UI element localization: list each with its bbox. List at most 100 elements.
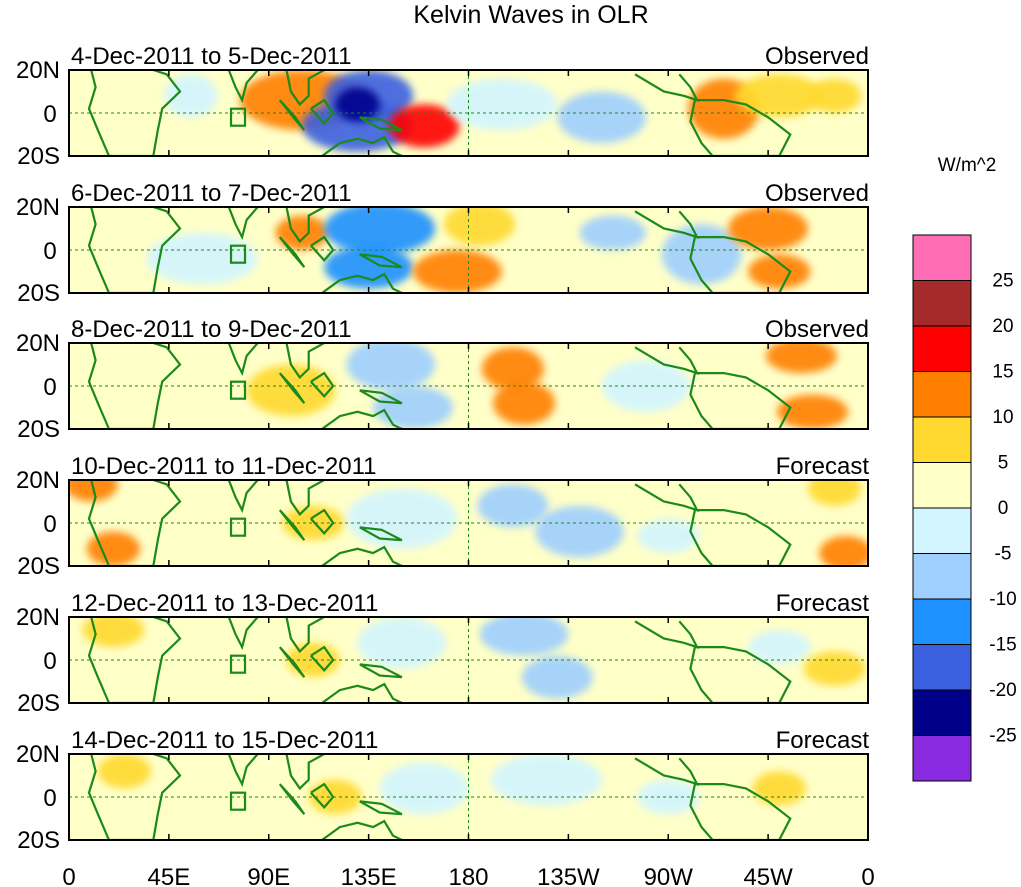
- anomaly-blob: [346, 488, 458, 549]
- new-guinea-coast: [359, 663, 403, 679]
- panel-period-label: 12-Dec-2011 to 13-Dec-2011: [71, 590, 378, 617]
- y-tick-label: 0: [43, 511, 56, 538]
- anomaly-blob: [477, 484, 549, 528]
- anomaly-blob: [479, 617, 569, 656]
- colorbar-level-label: 0: [998, 498, 1009, 519]
- x-tick-label: 45E: [148, 864, 191, 887]
- sumatra-coast: [278, 646, 306, 678]
- x-tick-label: 0: [861, 864, 874, 887]
- colorbar-swatch: [912, 644, 972, 691]
- panel-status-label: Forecast: [776, 727, 870, 754]
- colorbar-level-label: -20: [989, 680, 1016, 701]
- south-america-coast: [689, 509, 792, 566]
- new-guinea-coast: [359, 116, 403, 132]
- southeast-asia-coast: [285, 70, 325, 107]
- panel-status-label: Observed: [765, 316, 869, 343]
- south-america-coast: [689, 99, 792, 156]
- x-tick-label: 180: [448, 864, 488, 887]
- colorbar-swatch: [912, 371, 972, 418]
- y-tick-label: 20N: [16, 604, 60, 631]
- colorbar-swatch: [912, 325, 972, 372]
- anomaly-blob: [637, 779, 700, 815]
- panel-period-label: 8-Dec-2011 to 9-Dec-2011: [71, 316, 352, 343]
- anomaly-blob: [765, 343, 837, 374]
- new-guinea-coast: [359, 389, 403, 405]
- colorbar-swatch: [912, 598, 972, 645]
- australia-coast: [321, 135, 403, 156]
- y-tick-label: 0: [43, 374, 56, 401]
- anomaly-blob: [146, 232, 258, 285]
- australia-coast: [321, 819, 403, 840]
- colorbar-level-label: 25: [992, 271, 1013, 292]
- region-box: [229, 380, 247, 400]
- anomaly-blob: [335, 87, 380, 122]
- anomaly-blob: [446, 78, 558, 131]
- anomaly-blob: [661, 224, 742, 285]
- sumatra-coast: [278, 236, 306, 268]
- region-box: [229, 244, 247, 264]
- new-guinea-coast: [359, 800, 403, 816]
- map-panel: 10-Dec-2011 to 11-Dec-2011 Forecast 20N 0 20…: [16, 453, 870, 580]
- anomaly-blob: [734, 74, 824, 118]
- panel-period-label: 6-Dec-2011 to 7-Dec-2011: [71, 180, 352, 207]
- colorbar-swatch: [912, 735, 972, 782]
- y-tick-label: 20S: [17, 280, 60, 307]
- anomaly-blob: [521, 655, 593, 699]
- new-guinea-coast: [359, 526, 403, 542]
- southeast-asia-coast: [285, 754, 325, 791]
- anomaly-blob: [637, 518, 700, 554]
- panel-status-label: Forecast: [776, 590, 870, 617]
- central-america-coast: [634, 346, 700, 375]
- panel-period-label: 4-Dec-2011 to 5-Dec-2011: [71, 43, 352, 70]
- anomaly-blob: [481, 347, 544, 391]
- x-tick-label: 45W: [743, 864, 793, 887]
- y-tick-label: 20N: [16, 57, 60, 84]
- x-tick-label: 90E: [247, 864, 290, 887]
- colorbar-level-label: 20: [992, 316, 1013, 337]
- central-america-coast: [634, 757, 700, 786]
- africa-coast: [87, 480, 182, 566]
- southeast-asia-coast: [285, 480, 325, 517]
- colorbar-swatch: [912, 689, 972, 736]
- anomaly-blob: [97, 754, 152, 789]
- africa-coast: [87, 207, 182, 293]
- anomaly-blob: [579, 215, 647, 250]
- chart-title: Kelvin Waves in OLR: [413, 1, 648, 29]
- colorbar-level-label: 5: [998, 453, 1009, 474]
- colorbar-swatch: [912, 553, 972, 600]
- india-coast: [227, 343, 259, 377]
- y-tick-label: 20N: [16, 330, 60, 357]
- central-america-coast: [634, 210, 700, 239]
- anomaly-blob: [86, 531, 141, 566]
- india-coast: [227, 70, 259, 104]
- south-america-coast: [689, 372, 792, 429]
- anomaly-blob: [379, 762, 469, 815]
- africa-coast: [87, 617, 182, 703]
- central-america-coast: [634, 73, 700, 102]
- australia-coast: [321, 545, 403, 566]
- y-tick-label: 20S: [17, 827, 60, 854]
- colorbar-level-label: 15: [992, 362, 1013, 383]
- y-tick-label: 20N: [16, 467, 60, 494]
- map-panel: 14-Dec-2011 to 15-Dec-2011 Forecast 20N 0 20…: [16, 727, 869, 854]
- sumatra-coast: [278, 372, 306, 404]
- panel-status-label: Forecast: [776, 453, 870, 480]
- africa-coast: [87, 343, 182, 429]
- y-tick-label: 20S: [17, 416, 60, 443]
- panels-group: 4-Dec-2011 to 5-Dec-2011 Observed 20N 0 20S 6…: [16, 43, 870, 854]
- southeast-asia-coast: [285, 343, 325, 380]
- anomaly-blob: [752, 771, 806, 806]
- anomaly-blob: [492, 381, 556, 425]
- anomaly-blob: [275, 215, 329, 250]
- anomaly-blob: [490, 754, 602, 806]
- anomaly-blob: [444, 207, 516, 246]
- y-tick-label: 20N: [16, 194, 60, 221]
- australia-coast: [321, 682, 403, 703]
- y-tick-label: 0: [43, 785, 56, 812]
- central-america-coast: [634, 620, 700, 649]
- y-tick-label: 20S: [17, 143, 60, 170]
- region-box: [229, 517, 247, 537]
- colorbar: W/m^2 25 20 15 10 5 0 -5 -10 -15 -20 -25: [912, 155, 1017, 782]
- region-box: [229, 791, 247, 811]
